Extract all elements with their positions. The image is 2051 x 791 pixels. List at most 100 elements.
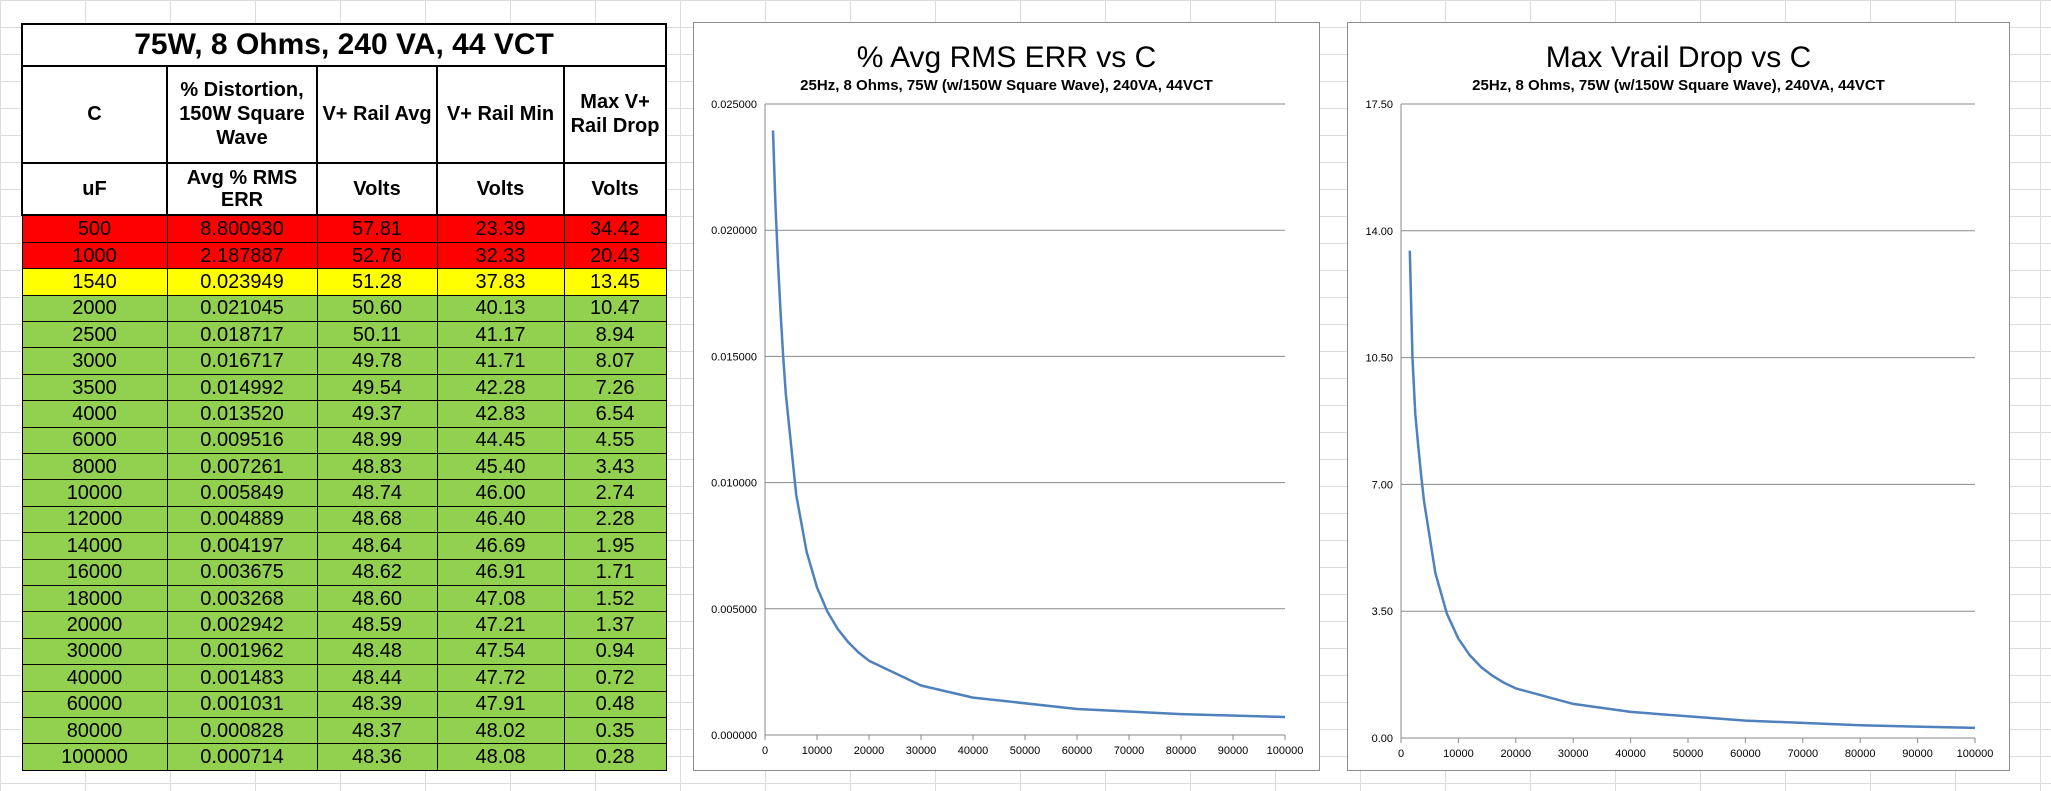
chart-title: % Avg RMS ERR vs C [857,41,1157,74]
cell-capacitance: 12000 [21,505,168,534]
table-row: 6000 0.009516 48.99 44.45 4.55 [21,426,667,454]
cell-rail-avg: 50.11 [316,321,438,349]
cell-rail-drop: 0.48 [563,690,667,718]
cell-rail-drop: 1.37 [563,611,667,639]
cell-rail-avg: 48.68 [316,505,438,534]
cell-rms-err: 0.021045 [166,294,318,323]
table-row: 80000 0.000828 48.37 48.02 0.35 [21,716,667,745]
cell-capacitance: 60000 [21,690,168,718]
table-row: 18000 0.003268 48.60 47.08 1.52 [21,584,667,613]
x-tick-label: 10000 [1443,748,1474,760]
cell-rail-min: 37.83 [436,268,565,296]
cell-rail-avg: 48.83 [316,452,438,481]
x-tick-label: 50000 [1010,745,1041,757]
series-line [1408,250,1976,730]
cell-rail-min: 47.08 [436,584,565,613]
cell-rail-drop: 8.94 [563,321,667,349]
cell-rail-min: 42.28 [436,373,565,402]
cell-rail-min: 46.69 [436,532,565,560]
y-tick-label: 0.025000 [711,99,757,111]
y-tick-label: 0.005000 [711,604,757,616]
y-tick-label: 0.020000 [711,225,757,237]
cell-capacitance: 3500 [21,373,168,402]
cell-rail-drop: 0.35 [563,716,667,745]
series-line [771,130,1286,719]
cell-rms-err: 0.001031 [166,690,318,718]
y-tick-label: 14.00 [1365,226,1393,238]
cell-rms-err: 2.187887 [166,241,318,270]
x-tick-label: 40000 [1615,748,1646,760]
unit-rail-min: Volts [436,161,565,217]
table-row: 60000 0.001031 48.39 47.91 0.48 [21,690,667,718]
x-tick-label: 0 [762,745,768,757]
y-tick-label: 7.00 [1372,479,1393,491]
x-tick-label: 60000 [1730,748,1761,760]
x-tick-label: 80000 [1166,745,1197,757]
cell-capacitance: 40000 [21,664,168,692]
unit-rail-drop: Volts [562,161,668,217]
cell-rms-err: 0.003675 [166,558,318,586]
cell-rms-err: 0.023949 [166,268,318,296]
cell-capacitance: 20000 [21,611,168,639]
cell-rail-avg: 48.36 [316,743,438,771]
cell-rail-drop: 4.55 [563,426,667,454]
cell-rail-min: 47.21 [436,611,565,639]
cell-capacitance: 4000 [21,400,168,428]
x-tick-label: 80000 [1845,748,1876,760]
header-rail-avg: V+ Rail Avg [316,64,438,164]
cell-capacitance: 1000 [21,241,168,270]
x-tick-label: 70000 [1114,745,1145,757]
cell-rail-min: 41.71 [436,347,565,375]
unit-distortion: Avg % RMS ERR [166,161,318,217]
y-tick-label: 0.000000 [711,730,757,742]
table-row: 40000 0.001483 48.44 47.72 0.72 [21,664,667,692]
chart-title: Max Vrail Drop vs C [1546,41,1812,74]
cell-rail-avg: 48.64 [316,532,438,560]
cell-capacitance: 14000 [21,532,168,560]
table-row: 14000 0.004197 48.64 46.69 1.95 [21,532,667,560]
x-tick-label: 100000 [1957,748,1994,760]
err-chart: % Avg RMS ERR vs C 25Hz, 8 Ohms, 75W (w/1… [693,22,1320,771]
cell-rail-min: 23.39 [436,214,565,243]
cell-rms-err: 0.018717 [166,321,318,349]
cell-rms-err: 0.001483 [166,664,318,692]
unit-c: uF [21,161,168,217]
cell-rail-drop: 0.94 [563,637,667,666]
cell-rail-min: 40.13 [436,294,565,323]
table-row: 3000 0.016717 49.78 41.71 8.07 [21,347,667,375]
cell-rail-drop: 20.43 [563,241,667,270]
y-tick-label: 17.50 [1365,99,1393,111]
x-tick-label: 20000 [854,745,885,757]
drop-chart: Max Vrail Drop vs C 25Hz, 8 Ohms, 75W (w/… [1347,22,2010,771]
cell-capacitance: 2500 [21,321,168,349]
unit-rail-avg: Volts [316,161,438,217]
table-row: 10000 0.005849 48.74 46.00 2.74 [21,479,667,507]
cell-rail-avg: 48.60 [316,584,438,613]
cell-rail-avg: 48.74 [316,479,438,507]
cell-rail-avg: 51.28 [316,268,438,296]
cell-capacitance: 3000 [21,347,168,375]
table-title: 75W, 8 Ohms, 240 VA, 44 VCT [20,23,668,67]
cell-capacitance: 100000 [21,743,168,771]
cell-rail-drop: 13.45 [563,268,667,296]
chart-subtitle: 25Hz, 8 Ohms, 75W (w/150W Square Wave), … [800,77,1213,94]
table-row: 2500 0.018717 50.11 41.17 8.94 [21,321,667,349]
header-distortion: % Distortion, 150W Square Wave [166,64,318,164]
header-c: C [21,64,168,164]
y-tick-label: 0.010000 [711,478,757,490]
cell-rail-avg: 49.37 [316,400,438,428]
cell-capacitance: 18000 [21,584,168,613]
cell-rail-drop: 7.26 [563,373,667,402]
y-tick-label: 3.50 [1372,606,1393,618]
err-chart-svg: % Avg RMS ERR vs C 25Hz, 8 Ohms, 75W (w/1… [711,41,1303,757]
table-row: 8000 0.007261 48.83 45.40 3.43 [21,452,667,481]
x-tick-label: 30000 [906,745,937,757]
cell-rail-avg: 49.54 [316,373,438,402]
cell-rms-err: 0.004889 [166,505,318,534]
cell-rail-min: 46.40 [436,505,565,534]
cell-rms-err: 0.004197 [166,532,318,560]
y-tick-label: 0.015000 [711,351,757,363]
table-row: 20000 0.002942 48.59 47.21 1.37 [21,611,667,639]
cell-capacitance: 30000 [21,637,168,666]
cell-rail-drop: 1.52 [563,584,667,613]
